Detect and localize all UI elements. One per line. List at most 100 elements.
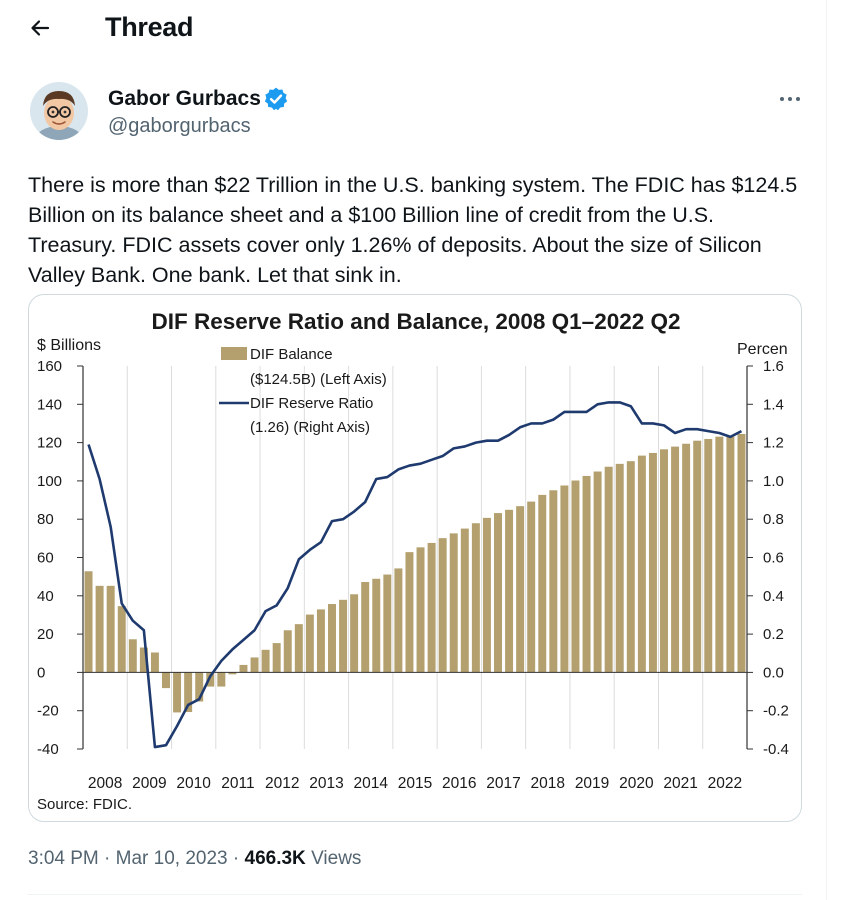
balance-bar <box>339 599 348 673</box>
thread-header: Thread <box>0 0 826 56</box>
balance-bar <box>438 538 447 673</box>
balance-bar <box>95 585 104 673</box>
balance-bar <box>671 446 680 673</box>
divider <box>28 894 802 895</box>
legend-bar-sublabel: ($124.5B) (Left Axis) <box>250 371 387 388</box>
balance-bar <box>494 513 502 673</box>
balance-bar <box>294 624 303 673</box>
x-tick-labels: 2008 2009 2010 2011 2012 2013 2014 2015 2016 2017… <box>88 775 742 792</box>
balance-bar <box>648 452 657 673</box>
left-tick-label: 20 <box>37 626 54 643</box>
chart-legend: DIF Balance ($124.5B) (Left Axis) DIF Re… <box>219 346 387 436</box>
reserve-ratio-line <box>87 401 743 749</box>
author-handle[interactable]: @gaborgurbacs <box>108 115 251 137</box>
year-label: 2021 <box>663 775 697 792</box>
balance-bar <box>372 578 381 673</box>
balance-bar <box>106 585 115 673</box>
balance-bar <box>637 455 646 673</box>
balance-bar <box>84 571 93 673</box>
right-tick-labels: 1.6 1.4 1.2 1.0 0.8 0.6 0.4 0.2 0.0 -0.2 -0.4 <box>763 358 789 758</box>
legend-line-sublabel: (1.26) (Right Axis) <box>250 419 370 436</box>
right-tick-label: 0.8 <box>763 511 784 528</box>
balance-bar <box>505 509 514 673</box>
right-tick-label: 0.0 <box>763 664 784 681</box>
balance-bar <box>272 643 281 673</box>
left-tick-label: 40 <box>37 588 54 605</box>
balance-bar <box>173 672 182 713</box>
avatar[interactable] <box>30 82 88 140</box>
balance-bar <box>560 485 569 673</box>
balance-bar <box>471 523 480 673</box>
year-label: 2016 <box>442 775 476 792</box>
balance-bar <box>726 436 735 673</box>
right-tick-label: 0.2 <box>763 626 784 643</box>
year-label: 2017 <box>486 775 520 792</box>
balance-bar <box>305 614 314 673</box>
balance-bar <box>527 501 536 673</box>
balance-bar <box>239 664 248 673</box>
right-tick-label: -0.2 <box>763 703 789 720</box>
chart-axes <box>77 365 753 750</box>
left-tick-label: -20 <box>37 703 59 720</box>
left-tick-label: 100 <box>37 473 62 490</box>
year-label: 2015 <box>398 775 432 792</box>
balance-bar <box>549 490 558 673</box>
balance-bar <box>693 440 702 673</box>
column-border <box>826 0 827 900</box>
balance-bar <box>682 443 691 673</box>
author-name[interactable]: Gabor Gurbacs <box>108 87 261 110</box>
tweet-meta: 3:04 PM · Mar 10, 2023 · 466.3K Views <box>28 848 361 870</box>
balance-bar <box>217 672 226 687</box>
year-label: 2022 <box>708 775 742 792</box>
left-tick-label: 140 <box>37 396 62 413</box>
tweet-text: There is more than $22 Trillion in the U… <box>28 173 798 287</box>
year-label: 2013 <box>309 775 343 792</box>
balance-bar <box>626 461 635 673</box>
right-tick-label: 0.6 <box>763 550 784 567</box>
right-axis-label: Percen <box>737 341 788 358</box>
back-button[interactable] <box>20 10 60 46</box>
left-tick-labels: 160 140 120 100 80 60 40 20 0 -20 -40 <box>37 358 62 758</box>
balance-bar <box>328 604 336 673</box>
balance-bar <box>283 630 292 673</box>
views-label: Views <box>311 848 362 869</box>
balance-bar <box>139 647 148 673</box>
balance-bar <box>660 449 668 673</box>
left-tick-label: 60 <box>37 550 54 567</box>
right-tick-label: 1.0 <box>763 473 784 490</box>
balance-bar <box>383 574 392 673</box>
balance-bar <box>250 657 259 673</box>
balance-bar <box>737 433 746 673</box>
balance-bar <box>571 480 580 673</box>
balance-bar <box>604 466 613 673</box>
tweet-media-chart[interactable]: DIF Reserve Ratio and Balance, 2008 Q1–2… <box>28 294 802 822</box>
year-label: 2012 <box>265 775 299 792</box>
tweet-time[interactable]: 3:04 PM <box>28 848 99 869</box>
year-label: 2010 <box>176 775 211 792</box>
left-tick-label: 160 <box>37 358 62 375</box>
balance-bar <box>206 672 215 687</box>
balance-bar <box>228 672 237 675</box>
left-axis-label: $ Billions <box>37 337 101 354</box>
balance-bar <box>261 649 270 673</box>
legend-line-label: DIF Reserve Ratio <box>250 395 373 412</box>
balance-bar <box>538 494 547 673</box>
balance-bar <box>516 506 525 673</box>
balance-bar <box>615 463 624 673</box>
year-label: 2009 <box>132 775 166 792</box>
right-tick-label: 1.4 <box>763 396 784 413</box>
legend-bar-swatch <box>221 347 247 360</box>
balance-bar <box>715 436 724 673</box>
arrow-left-icon <box>31 20 50 36</box>
balance-bar <box>117 606 126 673</box>
balance-bar <box>460 528 469 673</box>
more-options-button[interactable] <box>772 86 808 112</box>
year-label: 2014 <box>353 775 388 792</box>
legend-bar-label: DIF Balance <box>250 346 333 363</box>
balance-bar <box>195 672 204 702</box>
tweet-date[interactable]: Mar 10, 2023 <box>115 848 228 869</box>
more-dots-icon <box>780 97 800 101</box>
verified-badge-icon <box>264 87 288 111</box>
separator-dot: · <box>232 848 240 869</box>
right-tick-label: 1.2 <box>763 435 784 452</box>
